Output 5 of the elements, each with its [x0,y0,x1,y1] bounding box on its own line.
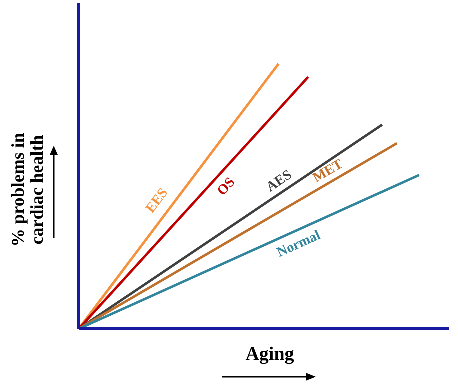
text: OS [214,175,239,200]
text: MET [310,156,347,186]
text: AES [264,168,296,196]
x-axis-title: Aging [246,344,295,365]
y-axis-title: % problems in cardiac health [8,133,48,247]
